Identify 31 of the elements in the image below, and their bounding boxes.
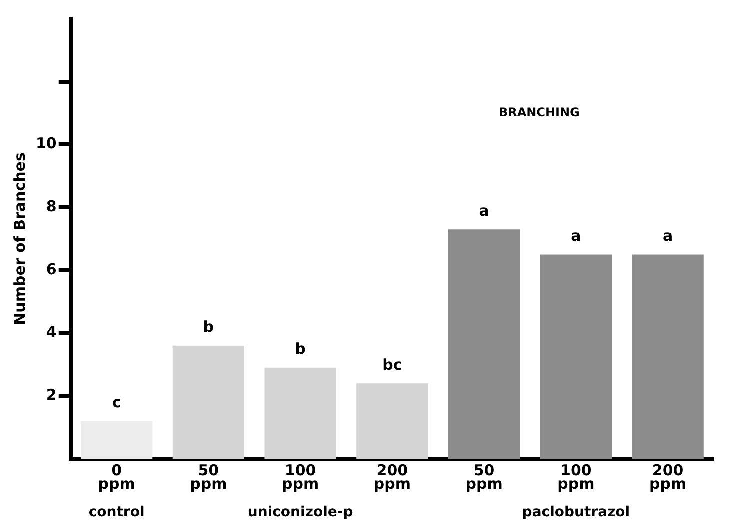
- data-label: c: [112, 394, 122, 412]
- x-tick-label: 0 ppm: [98, 462, 136, 494]
- bar: [448, 230, 520, 459]
- x-tick-label: 100 ppm: [282, 462, 320, 494]
- bar: [264, 368, 336, 459]
- y-tick-label: 2: [46, 386, 57, 404]
- data-label: b: [203, 318, 214, 336]
- data-label: bc: [382, 356, 402, 374]
- bar: [172, 346, 245, 459]
- text: uniconizole-p: [248, 504, 354, 521]
- y-tick-label: 8: [46, 197, 57, 216]
- x-tick-label: 200 ppm: [650, 462, 687, 494]
- bar: [540, 254, 612, 459]
- text: control: [88, 504, 145, 521]
- text: paclobutrazol: [522, 504, 630, 521]
- data-label: a: [479, 202, 490, 220]
- data-label: a: [571, 227, 582, 246]
- data-label: a: [663, 227, 674, 246]
- data-label: b: [295, 340, 306, 358]
- y-tick-label: 4: [46, 323, 57, 342]
- text: BRANCHING: [498, 105, 580, 120]
- x-tick-label: 100 ppm: [558, 462, 595, 494]
- bar: [632, 254, 704, 459]
- bar: [80, 421, 153, 459]
- x-tick-label: 200 ppm: [374, 462, 411, 494]
- x-tick-label: 50 ppm: [466, 462, 503, 494]
- y-axis-title: Number of Branches: [10, 152, 29, 326]
- bar: [356, 384, 428, 459]
- y-tick-label: 6: [46, 260, 57, 278]
- x-tick-label: 50 ppm: [190, 462, 228, 494]
- y-tick-label: 10: [36, 134, 57, 153]
